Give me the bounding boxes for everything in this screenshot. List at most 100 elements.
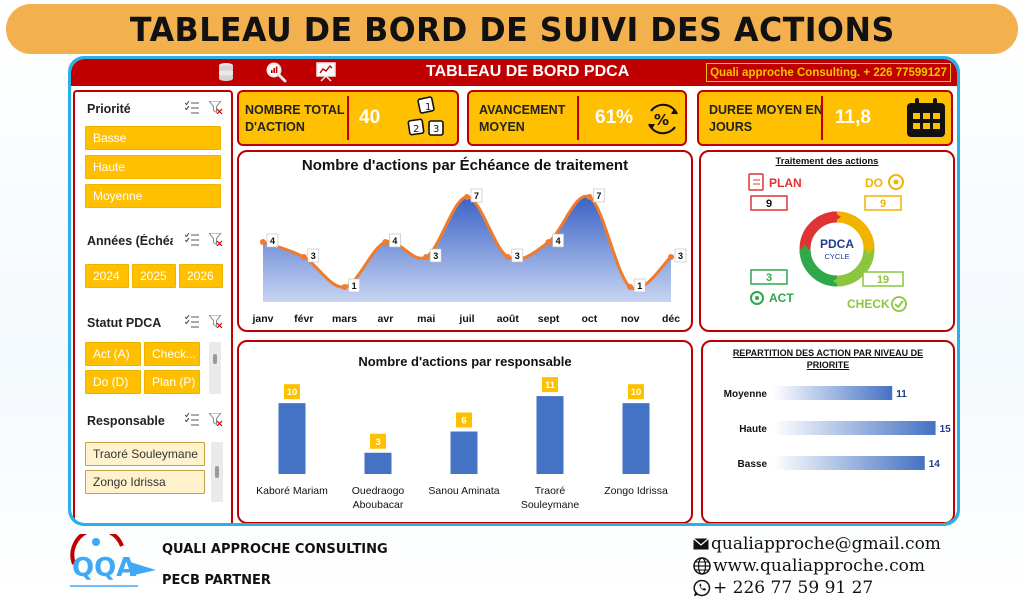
svg-text:11: 11 <box>545 380 556 391</box>
area-point <box>504 254 511 260</box>
area-point <box>260 239 266 245</box>
hbar-data-label: 14 <box>929 459 941 470</box>
area-fill <box>263 196 671 302</box>
slicer-item[interactable]: Check... <box>144 342 200 366</box>
target-icon <box>750 291 764 305</box>
slicer-item[interactable]: 2026 <box>179 264 223 288</box>
bar-data-label: 11 <box>542 377 558 393</box>
pdca-do-label: DO <box>865 176 883 190</box>
slicer-priorite: Priorité Basse Haute Moyenne <box>81 96 227 224</box>
presentation-icon[interactable] <box>315 61 337 83</box>
multi-select-icon[interactable] <box>185 413 199 426</box>
svg-text:3: 3 <box>678 251 683 261</box>
envelope-icon <box>693 538 709 550</box>
footer-email[interactable]: qualiapproche@gmail.com <box>711 534 941 554</box>
pdca-do-value: 9 <box>880 198 886 210</box>
slicer-item[interactable]: Do (D) <box>85 370 141 394</box>
slicer-scrollbar[interactable] <box>209 342 221 394</box>
kpi-avancement-value: 61% <box>595 107 634 128</box>
kpi-total-value: 40 <box>359 107 381 128</box>
multi-select-icon[interactable] <box>185 101 199 114</box>
search-chart-icon[interactable] <box>265 61 287 83</box>
kpi-duree-label-2: JOURS <box>709 120 753 134</box>
slicer-item[interactable]: Moyenne <box>85 184 221 208</box>
pdca-do: DO 9 <box>864 174 904 211</box>
area-chart: 4 janv 3 févr 1 mars 4 avr 3 mai 7 juil 3 août 4 sept 7 o… <box>251 188 687 325</box>
checklist-icon <box>748 173 764 191</box>
area-data-label: 3 <box>307 248 320 263</box>
slicer-item[interactable]: Plan (P) <box>144 370 200 394</box>
slicer-item[interactable]: Basse <box>85 126 221 150</box>
pdca-cycle-ring <box>799 211 875 287</box>
clear-filter-icon[interactable] <box>209 315 223 328</box>
area-point <box>341 284 348 290</box>
area-point <box>423 254 430 260</box>
pdca-act-value: 3 <box>766 272 772 284</box>
clear-filter-icon[interactable] <box>209 101 223 114</box>
hbar-tick-label: Basse <box>738 459 768 470</box>
chart-echeance-title: Nombre d'actions par Échéance de traitem… <box>301 157 629 174</box>
bar <box>364 452 392 474</box>
area-data-label: 4 <box>266 233 279 248</box>
bar <box>278 403 306 474</box>
area-tick-label: août <box>497 313 520 325</box>
area-tick-label: mars <box>332 313 357 325</box>
hbar <box>773 421 936 435</box>
slicer-scrollbar[interactable] <box>211 442 223 502</box>
clear-filter-icon[interactable] <box>209 413 223 426</box>
slicer-annees-title: Années (Échéa... <box>87 234 173 248</box>
area-data-label: 7 <box>470 188 483 203</box>
slicer-item[interactable]: Zongo Idrissa <box>85 470 205 494</box>
kpi-duree: DUREE MOYEN EN JOURS 11,8 <box>697 90 953 146</box>
svg-text:10: 10 <box>287 387 298 398</box>
svg-text:1: 1 <box>425 102 431 113</box>
area-data-label: 3 <box>511 248 524 263</box>
calendar-icon <box>907 98 945 137</box>
top-banner: TABLEAU DE BORD DE SUIVI DES ACTIONS <box>6 4 1018 54</box>
hbar-data-label: 11 <box>896 389 907 400</box>
header-contact: Quali approche Consulting. + 226 7759912… <box>706 63 951 82</box>
area-point <box>545 239 552 245</box>
kpi-avancement-label-2: MOYEN <box>479 120 525 134</box>
percent-cycle-icon: % <box>648 103 678 135</box>
bar-data-label: 6 <box>456 412 472 428</box>
whatsapp-icon <box>693 579 711 597</box>
check-circle-icon <box>891 296 907 312</box>
slicer-item[interactable]: Traoré Souleymane <box>85 442 205 466</box>
kpi-duree-value: 11,8 <box>835 107 871 128</box>
slicer-item[interactable]: 2024 <box>85 264 129 288</box>
hbar-tick-label: Moyenne <box>724 389 768 400</box>
kpi-total-label-1: NOMBRE TOTAL <box>245 103 345 117</box>
bar-tick-label: Aboubacar <box>353 499 404 511</box>
slicer-item[interactable]: Act (A) <box>85 342 141 366</box>
svg-text:3: 3 <box>433 124 439 135</box>
footer-website[interactable]: www.qualiapproche.com <box>713 556 925 576</box>
bar-data-label: 3 <box>370 433 386 449</box>
area-point <box>627 284 634 290</box>
svg-text:4: 4 <box>270 236 275 246</box>
footer-email-row: qualiapproche@gmail.com <box>693 534 941 554</box>
area-tick-label: sept <box>538 313 560 325</box>
header-bar: TABLEAU DE BORD PDCA Quali approche Cons… <box>71 59 957 86</box>
bar-data-label: 10 <box>284 384 300 400</box>
slicer-item[interactable]: Haute <box>85 155 221 179</box>
database-icon[interactable] <box>215 61 237 83</box>
footer-phone[interactable]: + 226 77 59 91 27 <box>713 578 874 598</box>
area-point <box>464 194 470 200</box>
kpi-total-actions: NOMBRE TOTAL D'ACTION 40 1 2 3 <box>237 90 459 146</box>
svg-text:3: 3 <box>375 437 380 448</box>
slicer-item[interactable]: 2025 <box>132 264 176 288</box>
footer-partner: PECB PARTNER <box>162 573 271 588</box>
multi-select-icon[interactable] <box>185 315 199 328</box>
area-data-label: 4 <box>552 233 564 248</box>
bar-tick-label: Kaboré Mariam <box>256 485 328 497</box>
clear-filter-icon[interactable] <box>209 233 223 246</box>
logo-text: QQA <box>72 553 136 583</box>
bar-tick-label: Souleymane <box>521 499 580 511</box>
svg-text:10: 10 <box>631 387 642 398</box>
kpi-total-label-2: D'ACTION <box>245 120 305 134</box>
area-data-label: 1 <box>633 278 646 293</box>
svg-text:3: 3 <box>433 251 438 261</box>
pdca-panel: Traitement des actions PDCA CYCLE <box>699 150 955 332</box>
multi-select-icon[interactable] <box>185 233 199 246</box>
